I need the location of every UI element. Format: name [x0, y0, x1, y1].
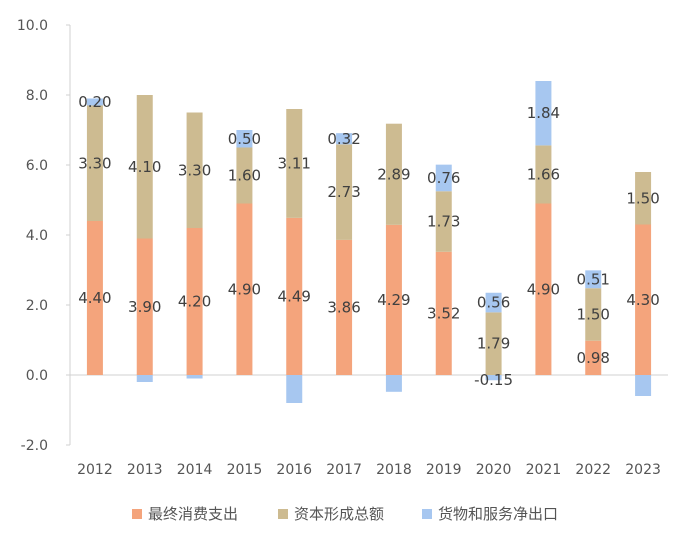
data-label: -0.15 — [474, 371, 513, 389]
bar-segment — [435, 164, 452, 192]
y-tick-label: -2.0 — [21, 438, 48, 454]
legend: 最终消费支出 资本形成总额 货物和服务净出口 — [132, 505, 558, 523]
legend-swatch — [278, 509, 288, 519]
bar-segment — [336, 144, 353, 240]
data-label: 1.66 — [527, 165, 560, 183]
x-tick-label: 2021 — [526, 462, 562, 478]
legend-label: 资本形成总额 — [294, 505, 384, 523]
data-label: 1.60 — [228, 167, 261, 185]
x-tick-label: 2016 — [276, 462, 312, 478]
data-label: 4.90 — [228, 280, 261, 298]
bar-segment — [86, 105, 103, 221]
bar-segment — [86, 98, 103, 106]
y-tick-label: 10.0 — [17, 18, 48, 34]
data-label: 1.73 — [427, 213, 460, 231]
x-axis: 2012 2013 2014 2015 2016 2017 2018 2019 2020 2021… — [70, 374, 668, 478]
y-tick-label: 2.0 — [26, 298, 48, 314]
legend-label: 货物和服务净出口 — [438, 505, 558, 523]
data-label: 0.51 — [577, 270, 610, 288]
legend-label: 最终消费支出 — [148, 505, 238, 523]
y-axis: -2.0 0.0 2.0 4.0 6.0 8.0 10.0 — [17, 18, 71, 454]
data-label: 4.90 — [527, 280, 560, 298]
x-tick-label: 2012 — [77, 462, 113, 478]
bar-segment — [635, 375, 652, 396]
data-label: 0.20 — [78, 93, 111, 111]
bar-segment — [385, 123, 402, 225]
data-label: 0.32 — [327, 130, 360, 148]
data-label: 3.30 — [78, 154, 111, 172]
bar-segment — [186, 375, 203, 379]
data-label: 4.29 — [377, 291, 410, 309]
data-label: 3.52 — [427, 304, 460, 322]
bar-segment — [336, 239, 353, 375]
data-label: 2.89 — [377, 165, 410, 183]
data-label: 0.50 — [228, 130, 261, 148]
data-label: 4.49 — [278, 287, 311, 305]
bar-segment — [136, 95, 153, 239]
data-label: 1.84 — [527, 104, 560, 122]
bar-segment — [535, 81, 552, 146]
bar-segment — [435, 191, 452, 252]
x-tick-label: 2014 — [177, 462, 213, 478]
bar-segment — [236, 147, 253, 204]
data-label: 1.50 — [626, 189, 659, 207]
x-tick-label: 2019 — [426, 462, 462, 478]
x-tick-label: 2013 — [127, 462, 163, 478]
bar-segment — [485, 292, 502, 313]
data-label: 0.98 — [577, 349, 610, 367]
legend-swatch — [422, 509, 432, 519]
bar-segment — [86, 221, 103, 375]
data-label: 3.90 — [128, 298, 161, 316]
data-label: 4.10 — [128, 158, 161, 176]
bar-segment — [286, 375, 303, 403]
bar-segment — [236, 130, 253, 148]
data-label: 1.50 — [577, 305, 610, 323]
x-tick-label: 2020 — [476, 462, 512, 478]
bar-segment — [186, 228, 203, 375]
bar-segment — [336, 133, 353, 145]
bar-segment — [286, 217, 303, 375]
data-label: 0.56 — [477, 294, 510, 312]
bar-segment — [136, 375, 153, 382]
bar-segment — [585, 288, 602, 341]
data-label: 3.11 — [278, 154, 311, 172]
bar-segment — [635, 224, 652, 375]
x-tick-label: 2017 — [326, 462, 362, 478]
x-tick-label: 2015 — [227, 462, 263, 478]
data-label: 3.30 — [178, 161, 211, 179]
y-tick-label: 0.0 — [26, 368, 48, 384]
y-tick-label: 4.0 — [26, 228, 48, 244]
bar-segment — [236, 203, 253, 375]
data-label: 2.73 — [327, 183, 360, 201]
bar-segment — [535, 145, 552, 204]
data-labels: 4.40 3.30 0.20 3.90 4.10 4.20 3.30 4.90 1.60 0.50… — [78, 93, 660, 389]
data-label: 4.20 — [178, 293, 211, 311]
bar-segment — [385, 375, 402, 392]
bar-segment — [286, 109, 303, 218]
data-label: 4.30 — [626, 291, 659, 309]
data-label: 3.86 — [327, 298, 360, 316]
x-tick-label: 2022 — [575, 462, 611, 478]
legend-swatch — [132, 509, 142, 519]
bar-segment — [136, 238, 153, 375]
bar-segment — [635, 172, 652, 225]
y-tick-label: 8.0 — [26, 88, 48, 104]
bar-segment — [435, 251, 452, 375]
bar-segment — [485, 375, 502, 381]
y-tick-label: 6.0 — [26, 158, 48, 174]
x-tick-label: 2018 — [376, 462, 412, 478]
bars — [86, 81, 652, 403]
data-label: 4.40 — [78, 289, 111, 307]
bar-segment — [585, 270, 602, 289]
bar-segment — [535, 203, 552, 375]
x-tick-label: 2023 — [625, 462, 661, 478]
data-label: 0.76 — [427, 169, 460, 187]
bar-segment — [585, 340, 602, 375]
data-label: 1.79 — [477, 335, 510, 353]
bar-segment — [485, 312, 502, 375]
bar-segment — [186, 112, 203, 228]
bar-segment — [385, 224, 402, 375]
